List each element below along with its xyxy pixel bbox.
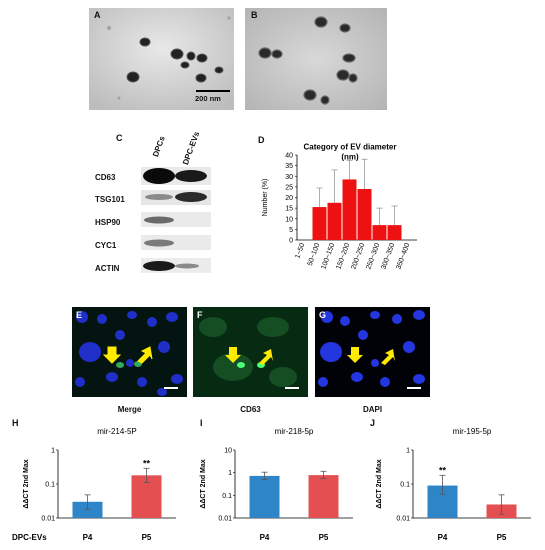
- y-tick-label: 0.01: [396, 516, 410, 523]
- y-tick-label: 35: [285, 163, 293, 170]
- panel-label-g: G: [319, 310, 327, 320]
- histogram-bar: [372, 225, 387, 240]
- fluorescence-dapi-graphic: [318, 310, 425, 389]
- blot-row-actin: ACTIN: [95, 264, 120, 273]
- fluorescence-cd63: F: [193, 307, 308, 397]
- x-tick-label: P5: [319, 533, 329, 542]
- x-tick-label: 50~100: [307, 242, 322, 267]
- histogram-bar: [327, 202, 342, 240]
- y-tick-label: 0.1: [400, 482, 410, 489]
- chart-title: Category of EV diameter: [304, 143, 397, 152]
- chart-i-mir-218: mir-218-5p 0.01 0.1 1 10 ΔΔCT 2nd Max P4 P5: [200, 427, 353, 542]
- fluorescence-merge: E: [72, 307, 187, 397]
- scale-bar: [196, 90, 230, 92]
- y-tick-label: 0.1: [222, 493, 232, 500]
- y-tick-label: 25: [285, 184, 293, 191]
- y-tick-label: 30: [285, 174, 293, 181]
- y-tick-label: 0: [289, 238, 293, 245]
- y-tick-label: 1: [51, 448, 55, 455]
- blot-row-tsg101: TSG101: [95, 195, 125, 204]
- histogram-bar: [357, 189, 372, 240]
- panel-label-j: J: [370, 418, 376, 428]
- fluorescence-dapi: G: [315, 307, 430, 397]
- western-blot-bands: [141, 167, 211, 273]
- bar-p4: [249, 475, 280, 518]
- tem-image-b-graphic: [245, 8, 387, 110]
- panel-label-d: D: [258, 135, 265, 145]
- blot-row-cyc1: CYC1: [95, 241, 117, 250]
- x-tick-label: 350~400: [395, 242, 411, 270]
- y-tick-label: 0.01: [218, 516, 232, 523]
- blot-column-dpc-evs: DPC-EVs: [181, 130, 202, 167]
- chart-d-ev-diameter: Category of EV diameter(nm) 0 5 10 15 20 25 30 3…: [262, 143, 417, 270]
- histogram-bar: [342, 179, 357, 240]
- y-tick-label: 40: [285, 153, 293, 160]
- bar-p4: [72, 501, 103, 518]
- significance-marker: **: [439, 465, 447, 475]
- caption-dapi: DAPI: [362, 405, 383, 414]
- caption-cd63: CD63: [240, 405, 261, 414]
- x-tick-label: P5: [142, 533, 152, 542]
- y-tick-label: 10: [224, 448, 232, 455]
- y-axis-label: Number (%): [262, 179, 269, 217]
- x-tick-label: 1~50: [294, 242, 306, 259]
- x-tick-label: 150~200: [335, 242, 351, 270]
- chart-title: mir-218-5p: [275, 427, 314, 436]
- panel-label-e: E: [76, 310, 83, 320]
- scale-bar-label: 200 nm: [195, 94, 221, 103]
- blot-row-hsp90: HSP90: [95, 218, 121, 227]
- y-tick-label: 0.1: [45, 482, 55, 489]
- fluorescence-merge-graphic: [75, 311, 183, 396]
- x-tick-label: P4: [438, 533, 448, 542]
- panel-label-f: F: [197, 310, 203, 320]
- panel-label-c: C: [116, 133, 123, 143]
- x-tick-label: P4: [260, 533, 270, 542]
- y-axis-label: ΔΔCT 2nd Max: [376, 459, 383, 508]
- y-tick-label: 10: [285, 216, 293, 223]
- chart-title: mir-195-5p: [453, 427, 492, 436]
- blot-column-dpcs: DPCs: [151, 134, 167, 159]
- panel-label-b: B: [251, 10, 258, 20]
- fluorescence-cd63-graphic: [193, 307, 308, 397]
- y-tick-label: 5: [289, 227, 293, 234]
- y-tick-label: 1: [228, 470, 232, 477]
- y-axis-label: ΔΔCT 2nd Max: [23, 459, 30, 508]
- chart-title: (nm): [341, 153, 359, 162]
- tem-image-b: [245, 8, 387, 110]
- y-tick-label: 1: [406, 448, 410, 455]
- y-tick-label: 15: [285, 206, 293, 213]
- tem-image-a-graphic: [89, 8, 234, 110]
- row-label-dpc-evs: DPC-EVs: [12, 533, 47, 542]
- y-tick-label: 0.01: [41, 516, 55, 523]
- histogram-bar: [312, 207, 327, 240]
- x-tick-label: 200~250: [350, 242, 366, 270]
- panel-label-i: I: [200, 418, 203, 428]
- x-tick-label: P5: [497, 533, 507, 542]
- bar-p5: [308, 475, 339, 518]
- x-tick-label: 300~350: [380, 242, 396, 270]
- x-tick-label: P4: [83, 533, 93, 542]
- panel-label-h: H: [12, 418, 19, 428]
- panel-label-a: A: [94, 10, 101, 20]
- chart-h-mir-214: mir-214-5P 0.01 0.1 1 ΔΔCT 2nd Max P4 P5 ** DPC-…: [12, 427, 176, 542]
- histogram-bar: [387, 225, 402, 240]
- y-axis-label: ΔΔCT 2nd Max: [200, 459, 207, 508]
- x-tick-label: 250~300: [365, 242, 381, 270]
- significance-marker: **: [143, 458, 151, 468]
- chart-title: mir-214-5P: [97, 427, 137, 436]
- y-tick-label: 20: [285, 195, 293, 202]
- tem-image-a: 200 nm: [89, 8, 234, 110]
- caption-merge: Merge: [117, 405, 142, 414]
- blot-row-cd63: CD63: [95, 173, 116, 182]
- x-tick-label: 100~150: [320, 242, 336, 270]
- chart-j-mir-195: mir-195-5p 0.01 0.1 1 ΔΔCT 2nd Max P4 ** P5: [376, 427, 531, 542]
